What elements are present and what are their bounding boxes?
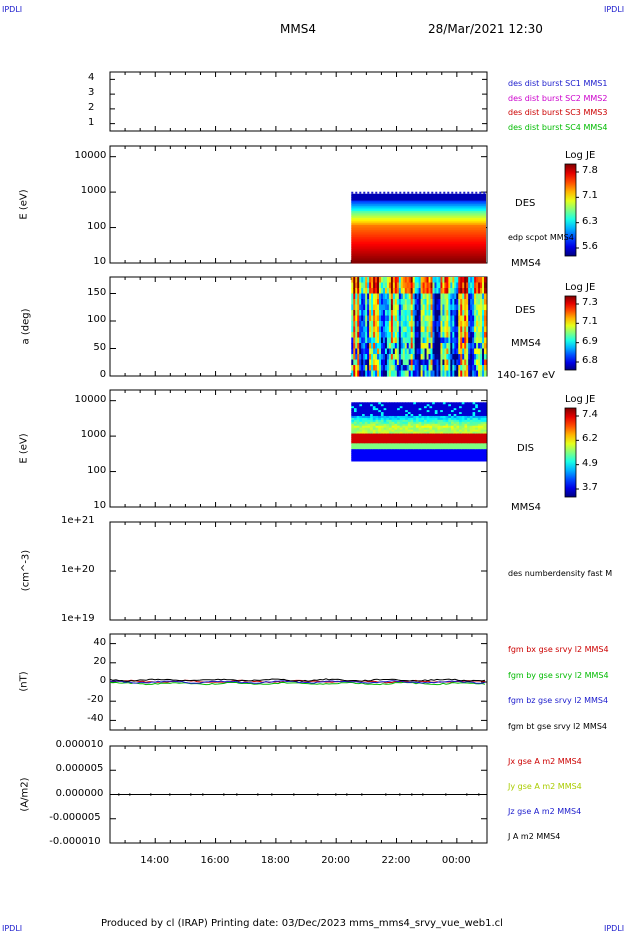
ytick-label-current-2: 0.000000 (55, 787, 104, 799)
ylabel-fgm: (nT) (18, 671, 30, 692)
side-label-des-pitch-2: 140-167 eV (497, 370, 555, 381)
xtick-label-5: 00:00 (441, 855, 471, 866)
ylabel-des-pitch: a (deg) (20, 308, 32, 344)
ytick-label-current-1: 0.000005 (55, 763, 104, 775)
ytick-label-fgm-2: 0 (99, 675, 107, 686)
ytick-label-current-0: 0.000010 (55, 739, 104, 750)
ytick-label-fgm-1: 20 (93, 655, 107, 667)
colorbar-tick-0-0: 7.8 (582, 165, 598, 176)
colorbar-tick-0-1: 7.1 (582, 190, 598, 202)
legend-current-0: Jx gse A m2 MMS4 (508, 757, 582, 766)
legend-current-3: J A m2 MMS4 (508, 832, 561, 841)
side-label-des-energy-2: MMS4 (511, 258, 541, 269)
colorbar-tick-2-0: 7.4 (582, 409, 598, 420)
side-label-dis-energy-1: MMS4 (511, 502, 541, 513)
legend-current-2: Jz gse A m2 MMS4 (508, 807, 582, 816)
ytick-label-dis-energy-3: 10 (93, 500, 107, 511)
side-label-des-energy-0: DES (515, 198, 536, 209)
colorbar-0 (564, 163, 577, 257)
legend-burst-2: des dist burst SC3 MMS3 (508, 108, 608, 117)
legend-burst-0: des dist burst SC1 MMS1 (508, 79, 608, 88)
ytick-label-des-pitch-3: 0 (99, 369, 107, 380)
ytick-label-des-pitch-0: 150 (87, 286, 107, 298)
ylabel-dis-energy: E (eV) (18, 432, 30, 464)
colorbar-2 (564, 407, 577, 498)
ytick-label-des-energy-1: 1000 (80, 185, 107, 197)
fgm-series-3 (109, 678, 486, 682)
spacecraft-title: MMS4 (280, 22, 316, 36)
ylabel-des-energy: E (eV) (18, 188, 30, 220)
colorbar-tick-2-3: 3.7 (582, 482, 598, 493)
ytick-label-fgm-3: -20 (87, 694, 104, 706)
legend-burst-1: des dist burst SC2 MMS2 (508, 93, 608, 103)
colorbar-tick-1-3: 6.8 (582, 355, 598, 366)
xtick-label-0: 14:00 (140, 855, 170, 866)
ytick-label-density-1: 1e+20 (61, 564, 95, 575)
ytick-label-dis-energy-2: 100 (87, 464, 107, 476)
ytick-label-burst-2: 2 (88, 101, 95, 113)
ytick-label-des-energy-3: 10 (93, 256, 107, 267)
side-label-des-energy-1: edp scpot MMS4 (508, 233, 574, 242)
ytick-label-burst-1: 3 (88, 87, 95, 99)
ytick-label-des-energy-2: 100 (87, 220, 107, 232)
colorbar-tick-0-3: 5.6 (582, 241, 598, 252)
legend-current-1: Jy gse A m2 MMS4 (508, 782, 582, 791)
panel-frame-dis_energy (109, 389, 488, 508)
des-pitch-spectrogram (351, 277, 487, 377)
colorbar-1 (564, 295, 577, 371)
fgm-series-2 (110, 680, 486, 684)
colorbar-tick-2-2: 4.9 (582, 457, 598, 469)
ytick-label-fgm-4: -40 (87, 713, 104, 725)
dis-energy-spectrogram (351, 402, 487, 462)
side-label-des-pitch-0: DES (515, 305, 536, 316)
legend-density-0: des numberdensity fast M (508, 569, 613, 578)
colorbar-title-2: Log JE (565, 394, 596, 405)
ytick-label-density-2: 1e+19 (61, 613, 95, 624)
ytick-label-des-pitch-2: 50 (93, 341, 107, 353)
side-label-des-pitch-1: MMS4 (511, 338, 541, 349)
xtick-label-2: 18:00 (260, 855, 290, 866)
ytick-label-burst-3: 1 (88, 116, 95, 128)
colorbar-tick-1-2: 6.9 (582, 335, 598, 347)
ytick-label-density-0: 1e+21 (61, 515, 95, 526)
ytick-label-dis-energy-1: 1000 (80, 429, 107, 441)
footer-credits: Produced by cl (IRAP) Printing date: 03/… (101, 918, 503, 929)
panel-frame-des_pitch (109, 276, 488, 377)
colorbar-title-1: Log JE (565, 282, 596, 293)
legend-burst-3: des dist burst SC4 MMS4 (508, 122, 608, 132)
ytick-label-burst-0: 4 (88, 72, 95, 84)
legend-fgm-0: fgm bx gse srvy l2 MMS4 (508, 645, 609, 654)
colorbar-tick-1-0: 7.3 (582, 297, 598, 308)
side-label-dis-energy-0: DIS (517, 443, 534, 454)
xtick-label-4: 22:00 (381, 855, 411, 866)
ytick-label-fgm-0: 40 (93, 636, 107, 648)
legend-fgm-2: fgm bz gse srvy l2 MMS4 (508, 696, 609, 705)
panel-frame-des_energy (109, 145, 488, 264)
corner-label-tl: IPDLI (2, 5, 23, 14)
panel-frame-burst (109, 71, 488, 132)
des-energy-spectrogram (351, 191, 486, 264)
ylabel-density: (cm^-3) (20, 549, 32, 592)
corner-label-br: IPDLI (604, 924, 625, 933)
corner-label-bl: IPDLI (2, 924, 23, 933)
corner-label-tr: IPDLI (604, 5, 625, 14)
legend-fgm-3: fgm bt gse srvy l2 MMS4 (508, 721, 607, 731)
ylabel-current: (A/m2) (19, 776, 31, 812)
panel-frame-density (109, 521, 488, 621)
legend-fgm-1: fgm by gse srvy l2 MMS4 (508, 670, 609, 680)
colorbar-tick-2-1: 6.2 (582, 433, 598, 445)
ytick-label-des-pitch-1: 100 (87, 314, 107, 325)
colorbar-tick-0-2: 6.3 (582, 215, 598, 227)
ytick-label-current-3: -0.000005 (49, 811, 101, 823)
ytick-label-current-4: -0.000010 (49, 836, 101, 847)
xtick-label-3: 20:00 (321, 855, 351, 866)
colorbar-tick-1-1: 7.1 (582, 316, 598, 328)
ytick-label-dis-energy-0: 10000 (74, 393, 107, 405)
xtick-label-1: 16:00 (200, 855, 230, 866)
ytick-label-des-energy-0: 10000 (74, 149, 107, 161)
colorbar-title-0: Log JE (565, 150, 596, 161)
datetime-title: 28/Mar/2021 12:30 (428, 22, 543, 36)
